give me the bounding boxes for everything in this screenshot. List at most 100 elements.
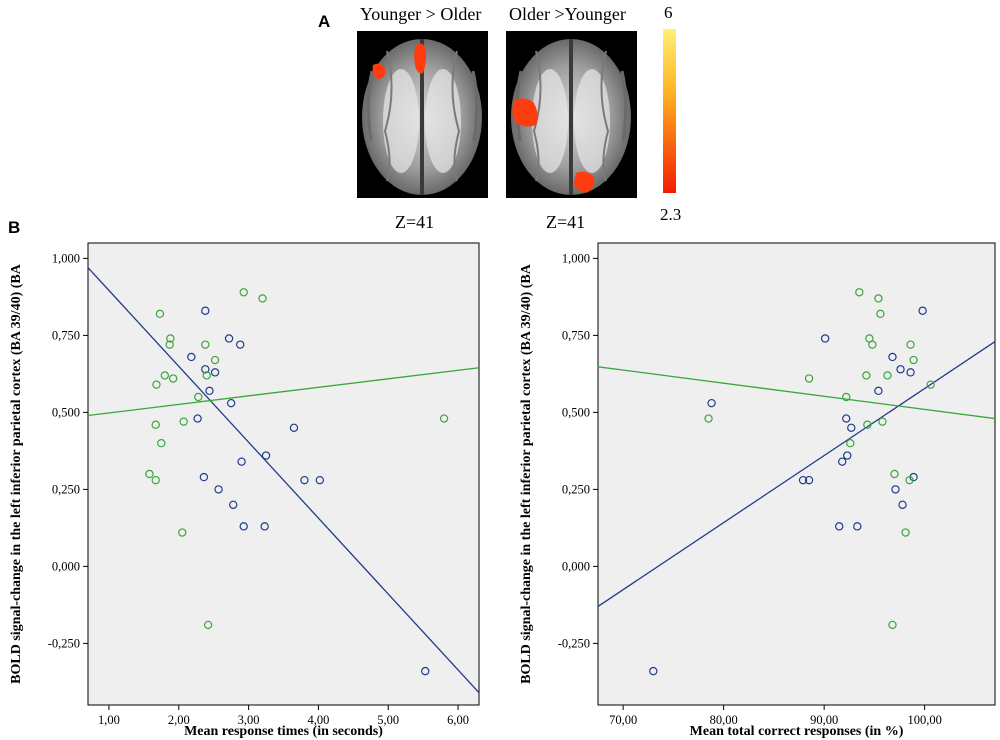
colorbar-min-label: 2.3 bbox=[660, 205, 682, 224]
data-point-blue bbox=[891, 485, 900, 494]
data-point-green bbox=[258, 294, 267, 303]
data-point-green bbox=[145, 469, 154, 479]
data-point-green bbox=[178, 528, 187, 537]
x-tick-label: 6,00 bbox=[447, 713, 469, 727]
plot-area-1 bbox=[87, 242, 480, 706]
y-axis-title: BOLD signal-change in the left inferior … bbox=[9, 263, 24, 684]
fit-line-green bbox=[87, 367, 480, 417]
data-point-green bbox=[194, 392, 203, 402]
data-point-blue bbox=[260, 522, 269, 531]
y-tick-label: 0,750 bbox=[562, 328, 590, 342]
data-point-green bbox=[151, 475, 160, 485]
brain-image-younger-older bbox=[357, 31, 488, 198]
data-point-green bbox=[179, 417, 188, 426]
data-point-blue bbox=[798, 475, 808, 485]
data-point-green bbox=[878, 417, 887, 426]
data-point-blue bbox=[898, 500, 907, 509]
data-point-green bbox=[876, 309, 885, 319]
data-point-green bbox=[704, 414, 713, 423]
data-point-green bbox=[203, 620, 213, 630]
data-point-green bbox=[909, 355, 918, 365]
data-point-blue bbox=[199, 472, 209, 482]
data-point-blue bbox=[896, 365, 905, 374]
y-tick-label: -0,250 bbox=[558, 636, 590, 650]
data-point-blue bbox=[842, 414, 851, 423]
x-axis-title: Mean total correct responses (in %) bbox=[690, 724, 904, 739]
data-point-green bbox=[202, 371, 211, 380]
data-point-blue bbox=[261, 451, 271, 460]
data-point-blue bbox=[187, 352, 196, 362]
data-point-blue bbox=[838, 457, 847, 466]
data-point-green bbox=[165, 340, 174, 349]
data-point-green bbox=[855, 288, 864, 297]
data-point-blue bbox=[853, 522, 862, 531]
data-point-green bbox=[155, 309, 165, 319]
x-axis-title: Mean response times (in seconds) bbox=[184, 724, 383, 739]
data-point-green bbox=[926, 380, 935, 389]
panel-b-label: B bbox=[8, 218, 21, 237]
x-tick-label: 4,00 bbox=[307, 713, 329, 727]
y-axis-title: BOLD signal-change in the left inferior … bbox=[519, 263, 534, 684]
y-tick-label: -0,250 bbox=[48, 636, 80, 650]
colorbar-max-label: 6 bbox=[664, 3, 673, 22]
data-point-blue bbox=[847, 423, 856, 432]
x-tick-label: 3,00 bbox=[238, 713, 260, 727]
activation-blob bbox=[574, 171, 595, 193]
x-tick-label: 90,00 bbox=[810, 713, 838, 727]
fit-line-blue bbox=[87, 267, 480, 694]
data-point-green bbox=[239, 288, 248, 297]
y-tick-label: 0,500 bbox=[52, 405, 80, 419]
data-point-green bbox=[888, 620, 897, 630]
data-point-blue bbox=[229, 500, 238, 509]
data-point-green bbox=[157, 439, 166, 448]
data-point-blue bbox=[226, 398, 236, 408]
data-point-blue bbox=[820, 334, 830, 343]
brain-image-older-younger bbox=[506, 31, 637, 198]
data-point-blue bbox=[804, 475, 814, 485]
data-point-green bbox=[905, 475, 914, 485]
data-point-green bbox=[906, 340, 915, 349]
data-point-green bbox=[874, 294, 883, 303]
activation-blob bbox=[512, 98, 538, 127]
z-label-1: Z=41 bbox=[395, 212, 435, 232]
data-point-green bbox=[152, 380, 161, 389]
data-point-green bbox=[863, 420, 872, 429]
y-tick-label: 0,750 bbox=[52, 328, 80, 342]
activation-blob bbox=[414, 43, 427, 74]
data-point-green bbox=[862, 371, 871, 380]
data-point-green bbox=[168, 374, 178, 383]
x-tick-label: 2,00 bbox=[168, 713, 190, 727]
data-point-green bbox=[804, 374, 814, 383]
data-point-blue bbox=[843, 451, 852, 460]
data-point-green bbox=[868, 340, 877, 349]
data-point-green bbox=[166, 334, 175, 343]
x-tick-label: 100,00 bbox=[907, 713, 941, 727]
brain-title-younger-older: Younger > Older bbox=[360, 4, 482, 24]
data-point-blue bbox=[205, 386, 214, 396]
y-tick-label: 0,500 bbox=[562, 405, 590, 419]
data-point-green bbox=[890, 469, 899, 479]
data-point-green bbox=[842, 392, 851, 402]
y-tick-label: 0,000 bbox=[52, 559, 80, 573]
fit-line-green bbox=[597, 366, 996, 420]
data-point-blue bbox=[214, 485, 223, 494]
data-point-blue bbox=[236, 340, 245, 349]
activation-blob bbox=[372, 63, 386, 79]
data-point-blue bbox=[224, 334, 234, 343]
colorbar bbox=[663, 29, 676, 193]
data-point-blue bbox=[315, 475, 325, 485]
x-tick-label: 5,00 bbox=[377, 713, 399, 727]
data-point-green bbox=[210, 355, 220, 365]
data-point-green bbox=[846, 439, 855, 448]
data-point-blue bbox=[201, 365, 210, 374]
data-point-blue bbox=[918, 306, 927, 315]
z-label-2: Z=41 bbox=[546, 212, 586, 232]
data-point-blue bbox=[421, 666, 430, 676]
data-point-green bbox=[883, 371, 892, 380]
data-point-green bbox=[151, 420, 160, 429]
x-tick-label: 70,00 bbox=[609, 713, 637, 727]
data-point-blue bbox=[201, 306, 210, 315]
data-point-blue bbox=[193, 414, 202, 423]
data-point-green bbox=[901, 528, 910, 537]
